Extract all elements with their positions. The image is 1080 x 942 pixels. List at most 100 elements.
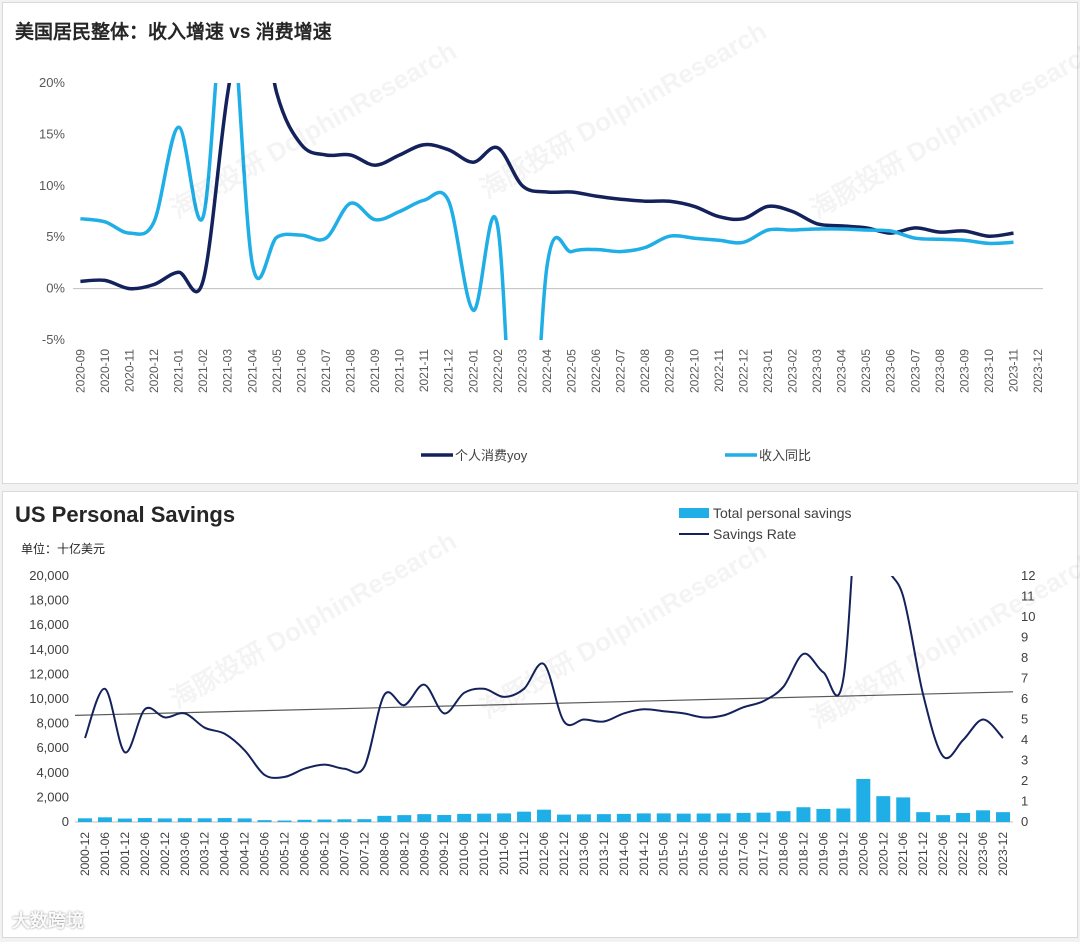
x-tick-label: 2012-06: [537, 832, 551, 876]
x-tick-label: 2023-08: [933, 349, 947, 393]
y-tick-label: 5%: [46, 229, 65, 244]
brand-logo-text: 大数跨境: [12, 911, 84, 931]
x-tick-label: 2021-02: [196, 349, 210, 393]
x-tick-label: 2023-03: [810, 349, 824, 393]
x-tick-label: 2012-12: [557, 832, 571, 876]
x-tick-label: 2021-07: [319, 349, 333, 393]
x-tick-label: 2014-06: [617, 832, 631, 876]
x-tick-label: 2010-06: [457, 832, 471, 876]
x-tick-label: 2023-06: [976, 832, 990, 876]
x-tick-label: 2021-08: [343, 349, 357, 393]
x-tick-label: 2005-06: [258, 832, 272, 876]
y-tick-label: 20%: [39, 75, 65, 90]
legend-line-label: Savings Rate: [713, 526, 796, 542]
x-tick-label: 2023-11: [1007, 349, 1021, 392]
y-right-tick-label: 2: [1021, 773, 1028, 788]
x-tick-label: 2010-12: [477, 832, 491, 876]
savings-bar: [936, 815, 951, 822]
savings-bar: [177, 818, 192, 822]
x-tick-label: 2002-12: [158, 832, 172, 876]
savings-bar: [77, 818, 92, 822]
legend-label-1: 个人消费yoy: [455, 448, 528, 463]
savings-bar: [896, 797, 911, 822]
x-tick-label: 2004-06: [218, 832, 232, 876]
savings-bar: [457, 813, 472, 822]
savings-bar: [716, 813, 731, 822]
x-tick-label: 2018-12: [796, 832, 810, 876]
x-tick-label: 2007-06: [337, 832, 351, 876]
x-tick-label: 2009-12: [437, 832, 451, 876]
y-right-tick-label: 4: [1021, 732, 1028, 747]
x-tick-label: 2020-10: [98, 349, 112, 393]
y-right-tick-label: 3: [1021, 753, 1028, 768]
x-tick-label: 2022-09: [663, 349, 677, 393]
savings-bar: [477, 813, 492, 822]
savings-bar: [676, 813, 691, 822]
y-tick-label: 10%: [39, 178, 65, 193]
savings-bar: [816, 808, 831, 822]
x-tick-label: 2021-05: [270, 349, 284, 393]
x-tick-label: 2021-10: [393, 349, 407, 393]
unit-label: 单位：十亿美元: [21, 542, 106, 556]
x-tick-label: 2003-06: [178, 832, 192, 876]
y-left-tick-label: 6,000: [36, 740, 69, 755]
savings-bar: [876, 796, 891, 822]
x-tick-label: 2022-12: [956, 832, 970, 876]
y-tick-label: 15%: [39, 126, 65, 141]
x-tick-label: 2002-06: [138, 832, 152, 876]
y-right-tick-label: 7: [1021, 671, 1028, 686]
savings-bar: [636, 813, 651, 822]
x-tick-label: 2006-06: [298, 832, 312, 876]
x-tick-label: 2008-12: [397, 832, 411, 876]
x-tick-label: 2021-06: [294, 349, 308, 393]
x-tick-label: 2023-09: [957, 349, 971, 393]
savings-rate-trendline: [75, 691, 1013, 716]
savings-bar: [916, 812, 931, 822]
x-tick-label: 2021-09: [368, 349, 382, 393]
x-tick-label: 2023-10: [982, 349, 996, 393]
y-left-tick-label: 12,000: [29, 666, 69, 681]
y-left-tick-label: 10,000: [29, 691, 69, 706]
savings-bar: [696, 813, 711, 822]
y-left-tick-label: 18,000: [29, 593, 69, 608]
savings-bar: [556, 814, 571, 822]
savings-bar: [776, 811, 791, 822]
savings-bar: [656, 813, 671, 822]
chart1-series-group: [80, 83, 1014, 340]
savings-bar: [397, 815, 412, 822]
savings-bar: [756, 812, 771, 822]
y-tick-label: 0%: [46, 281, 65, 296]
x-tick-label: 2013-06: [577, 832, 591, 876]
savings-bar: [317, 819, 332, 822]
savings-bar: [117, 818, 132, 822]
income-consumption-chart: -5% 0% 5% 10% 15% 20% 2020-09 2020-10 2020-11 202…: [39, 75, 1045, 463]
x-tick-label: 2022-12: [736, 349, 750, 393]
savings-bar: [537, 809, 551, 822]
x-tick-label: 2017-12: [757, 832, 771, 876]
x-tick-label: 2022-07: [614, 349, 628, 393]
x-tick-label: 2020-12: [147, 349, 161, 393]
income-vs-consumption-panel: 美国居民整体：收入增速 vs 消费增速 -5% 0% 5% 10% 15% 20% 2020…: [2, 2, 1078, 484]
savings-bar: [956, 813, 971, 822]
savings-bar: [217, 818, 232, 822]
x-tick-label: 2022-06: [936, 832, 950, 876]
chart-title-1: 美国居民整体：收入增速 vs 消费增速: [15, 22, 332, 43]
x-tick-label: 2000-12: [78, 832, 92, 876]
x-tick-label: 2022-08: [638, 349, 652, 393]
x-tick-label: 2021-04: [245, 349, 259, 393]
y-right-tick-label: 6: [1021, 691, 1028, 706]
x-tick-label: 2023-02: [786, 349, 800, 393]
y-left-tick-label: 8,000: [36, 716, 69, 731]
y-right-tick-label: 12: [1021, 568, 1035, 583]
x-tick-label: 2004-12: [238, 832, 252, 876]
x-tick-label: 2009-06: [417, 832, 431, 876]
y-right-tick-label: 8: [1021, 650, 1028, 665]
savings-bar: [596, 814, 611, 822]
x-tick-label: 2022-10: [687, 349, 701, 393]
savings-bar: [357, 819, 372, 822]
series-line-1: [80, 83, 1014, 294]
x-tick-label: 2015-12: [677, 832, 691, 876]
x-tick-label: 2013-12: [597, 832, 611, 876]
x-tick-label: 2019-12: [836, 832, 850, 876]
x-tick-label: 2003-12: [198, 832, 212, 876]
